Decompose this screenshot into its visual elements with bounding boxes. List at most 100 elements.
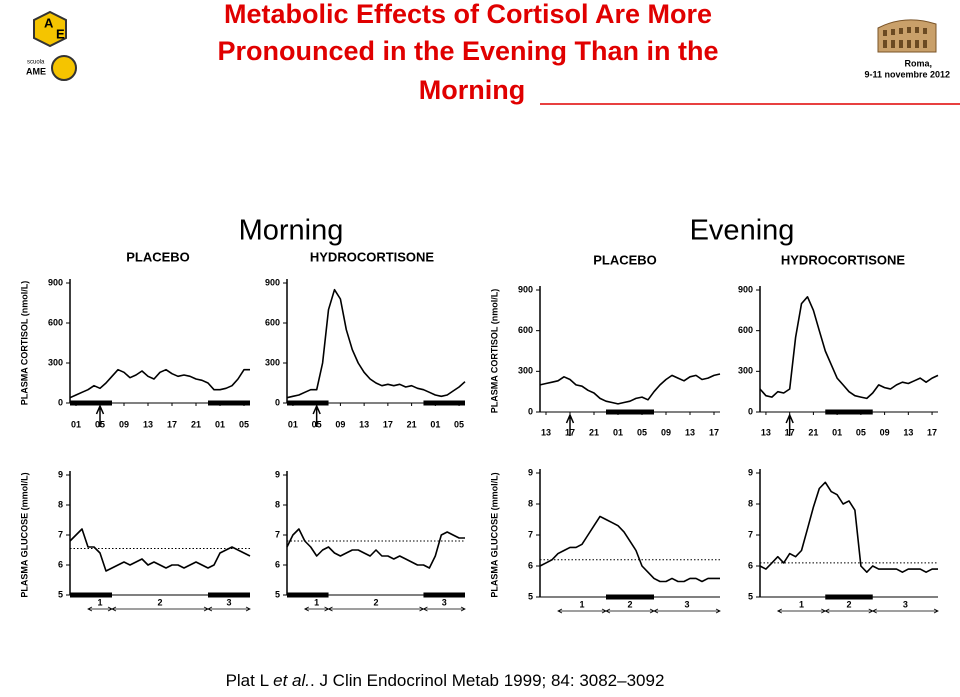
period-range — [557, 608, 607, 614]
period-label: 2 — [846, 599, 851, 609]
x-tick-label: 01 — [613, 427, 623, 437]
x-tick-label: 17 — [927, 427, 937, 437]
sleep-bar — [825, 594, 873, 600]
y-tick-label: 300 — [48, 357, 63, 367]
y-tick-label: 300 — [738, 366, 753, 376]
y-tick-label: 6 — [58, 559, 63, 569]
data-line — [69, 368, 250, 399]
y-tick-label: 900 — [738, 284, 753, 294]
y-axis-label: PLASMA GLUCOSE (mmol/L) — [19, 472, 29, 597]
y-tick-label: 9 — [748, 467, 753, 477]
logo-letter: E — [56, 26, 65, 41]
injection-arrow — [565, 413, 575, 436]
title-line: Metabolic Effects of Cortisol Are More — [224, 0, 712, 29]
x-tick-label: 17 — [383, 419, 393, 429]
citation: Plat L et al.. J Clin Endocrinol Metab 1… — [226, 671, 665, 690]
citation-part: Plat L — [226, 671, 274, 690]
y-tick-label: 600 — [48, 317, 63, 327]
y-tick-label: 0 — [748, 406, 753, 416]
x-tick-label: 01 — [832, 427, 842, 437]
data-line — [69, 528, 251, 572]
x-tick-label: 13 — [359, 419, 369, 429]
period-range — [327, 606, 425, 612]
x-tick-label: 01 — [288, 419, 298, 429]
x-tick-label: 09 — [661, 427, 671, 437]
y-tick-label: 900 — [48, 277, 63, 287]
period-range — [871, 608, 939, 614]
x-tick-label: 13 — [541, 427, 551, 437]
period-label: 2 — [627, 599, 632, 609]
x-tick-label: 21 — [808, 427, 818, 437]
period-range — [111, 606, 209, 612]
injection-arrow — [785, 413, 794, 436]
period-label: 3 — [226, 597, 231, 607]
y-tick-label: 600 — [738, 325, 753, 335]
y-tick-label: 0 — [275, 397, 280, 407]
x-tick-label: 01 — [215, 419, 225, 429]
chart-title: HYDROCORTISONE — [781, 252, 906, 267]
injection-arrow — [95, 404, 105, 427]
data-line — [539, 373, 721, 405]
date: 9-11 novembre 2012 — [864, 69, 950, 79]
x-tick-label: 21 — [407, 419, 417, 429]
x-tick-label: 21 — [589, 427, 599, 437]
citation-part: . J Clin Endocrinol Metab 1999; 84: 3082… — [310, 671, 664, 690]
period-range — [303, 606, 330, 612]
period-range — [422, 606, 466, 612]
period-label: 1 — [579, 599, 584, 609]
x-tick-label: 13 — [761, 427, 771, 437]
y-axis-label: PLASMA CORTISOL (nmol/L) — [489, 289, 499, 414]
x-tick-label: 17 — [167, 419, 177, 429]
sleep-bar — [70, 592, 112, 598]
chart-title: PLACEBO — [126, 249, 190, 264]
chart-title: PLACEBO — [593, 252, 657, 267]
y-tick-label: 8 — [58, 499, 63, 509]
x-tick-label: 01 — [430, 419, 440, 429]
x-tick-label: 09 — [880, 427, 890, 437]
period-label: 1 — [97, 597, 102, 607]
y-tick-label: 7 — [275, 529, 280, 539]
place: Roma, — [904, 58, 932, 68]
y-tick-label: 8 — [528, 498, 533, 508]
period-label: 3 — [442, 597, 447, 607]
y-tick-label: 300 — [518, 366, 533, 376]
x-tick-label: 17 — [709, 427, 719, 437]
data-line — [759, 296, 939, 400]
sleep-bar — [287, 592, 329, 598]
sleep-bar — [606, 409, 654, 415]
period-range — [824, 608, 874, 614]
y-tick-label: 0 — [58, 397, 63, 407]
period-label: 2 — [373, 597, 378, 607]
y-tick-label: 6 — [748, 560, 753, 570]
sleep-bar — [287, 400, 329, 406]
sleep-bar — [423, 400, 465, 406]
panel-label: Morning — [239, 215, 344, 247]
y-tick-label: 600 — [265, 317, 280, 327]
y-tick-label: 7 — [58, 529, 63, 539]
data-line — [539, 515, 720, 583]
y-tick-label: 9 — [528, 467, 533, 477]
sleep-bar — [208, 400, 250, 406]
title-line: Morning — [419, 75, 525, 105]
y-tick-label: 600 — [518, 325, 533, 335]
y-axis-label: PLASMA GLUCOSE (mmol/L) — [489, 472, 499, 597]
x-tick-label: 05 — [239, 419, 249, 429]
x-tick-label: 05 — [856, 427, 866, 437]
y-tick-label: 6 — [528, 560, 533, 570]
y-tick-label: 900 — [265, 277, 280, 287]
title-line: Pronounced in the Evening Than in the — [217, 36, 718, 66]
sleep-bar — [825, 409, 873, 415]
data-line — [286, 528, 465, 569]
x-tick-label: 09 — [119, 419, 129, 429]
y-tick-label: 0 — [528, 406, 533, 416]
y-tick-label: 5 — [528, 591, 533, 601]
period-range — [776, 608, 827, 614]
period-range — [207, 606, 251, 612]
x-tick-label: 05 — [637, 427, 647, 437]
y-tick-label: 5 — [58, 589, 63, 599]
x-tick-label: 13 — [903, 427, 913, 437]
sleep-bar — [208, 592, 250, 598]
period-label: 3 — [903, 599, 908, 609]
y-tick-label: 5 — [275, 589, 280, 599]
